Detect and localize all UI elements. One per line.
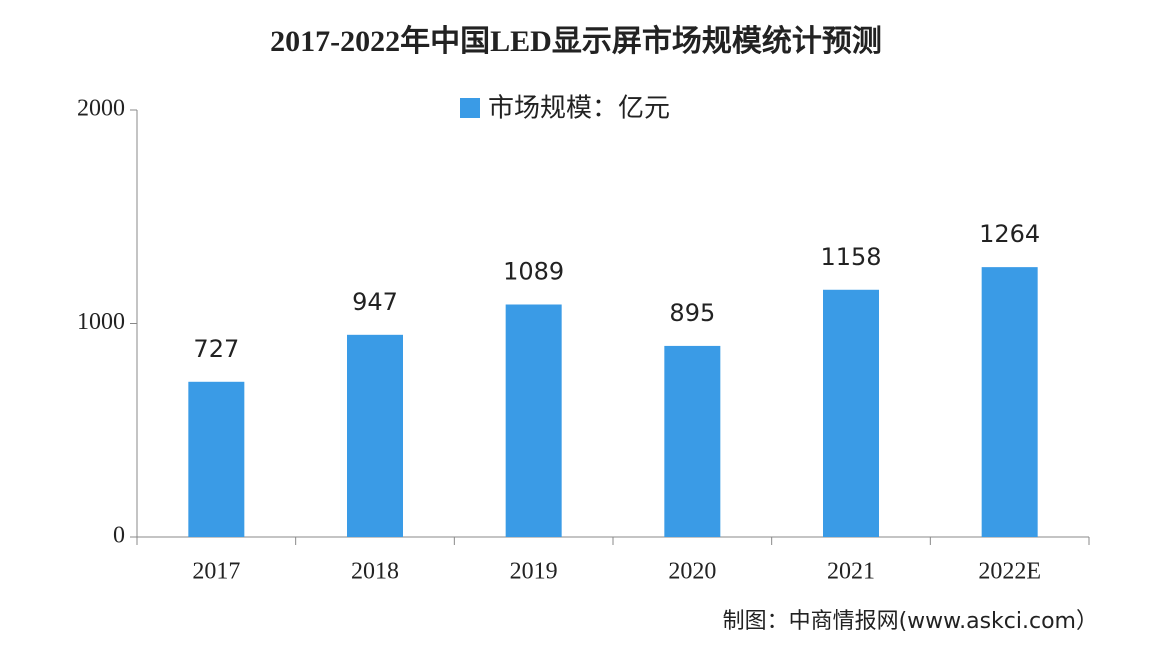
x-tick-label: 2019: [510, 559, 558, 585]
data-label: 947: [352, 288, 398, 316]
bar: [188, 381, 245, 537]
y-tick-label: 2000: [77, 96, 125, 122]
x-tick-label: 2018: [351, 559, 399, 585]
bar: [823, 289, 879, 537]
x-tick-label: 2020: [668, 559, 716, 585]
chart-title: 2017-2022年中国LED显示屏市场规模统计预测: [270, 24, 882, 58]
bar: [981, 267, 1038, 537]
data-label: 727: [193, 335, 239, 363]
y-tick-label: 0: [113, 523, 125, 549]
source-note: 制图：中商情报网(www.askci.com）: [723, 609, 1098, 634]
x-tick-label: 2017: [192, 559, 240, 585]
x-tick-label: 2021: [827, 559, 875, 585]
data-label: 1089: [503, 257, 564, 285]
bar: [664, 345, 721, 537]
bar: [505, 304, 562, 537]
data-label: 895: [669, 299, 715, 327]
legend-swatch: [460, 98, 480, 118]
data-label: 1158: [820, 243, 881, 271]
data-label: 1264: [979, 220, 1040, 248]
bar: [347, 334, 403, 537]
y-tick-label: 1000: [77, 309, 125, 335]
x-tick-label: 2022E: [978, 559, 1041, 585]
legend-label: 市场规模：亿元: [488, 94, 670, 124]
